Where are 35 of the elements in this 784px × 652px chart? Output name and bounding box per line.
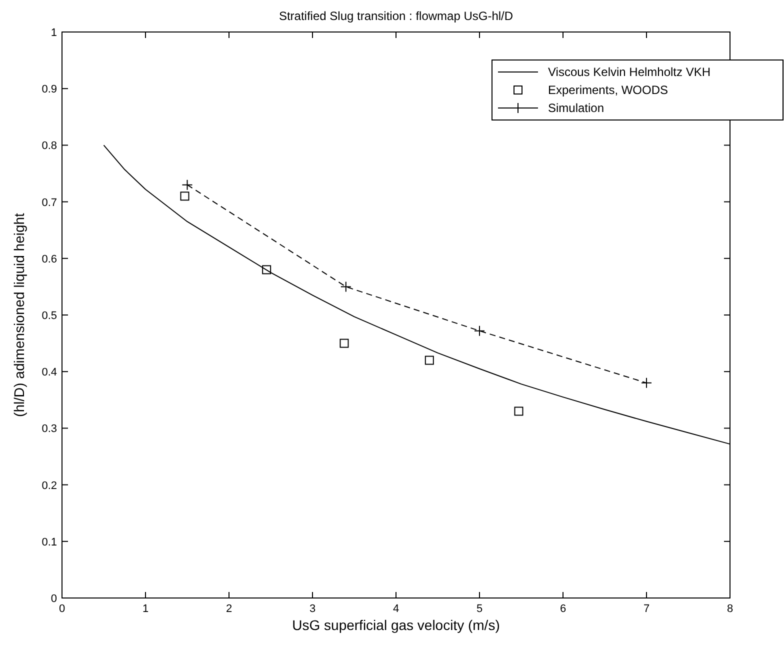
x-tick-label: 7 (643, 603, 650, 615)
legend-label: Viscous Kelvin Helmholtz VKH (548, 65, 711, 79)
y-tick-label: 0.9 (42, 84, 57, 96)
point (182, 179, 193, 190)
y-tick-label: 0.3 (42, 423, 57, 436)
y-tick-label: 0.6 (42, 253, 57, 266)
y-tick-label: 0.8 (42, 140, 57, 152)
x-tick-label: 4 (392, 603, 400, 615)
y-tick-label: 0.1 (42, 536, 57, 548)
point (262, 265, 272, 274)
x-tick-label: 5 (476, 603, 483, 615)
point (514, 406, 524, 416)
legend-label: Experiments, WOODS (548, 83, 668, 97)
y-axis-title: (hl/D) adimensioned liquid height (11, 212, 27, 417)
legend-label: Simulation (548, 101, 604, 115)
y-tick-label: 0.7 (42, 196, 57, 209)
x-axis-title: UsG superficial gas velocity (m/s) (292, 617, 500, 633)
y-tick-label: 0 (50, 593, 57, 605)
point (424, 356, 434, 365)
x-tick-label: 1 (142, 603, 149, 615)
x-tick-label: 6 (560, 603, 566, 615)
y-tick-label: 0.5 (42, 310, 57, 322)
point (641, 377, 652, 388)
y-tick-label: 0.4 (42, 366, 57, 379)
chart-title: Stratified Slug transition : flowmap UsG-hl/D (278, 9, 514, 23)
y-tick-label: 0.2 (42, 480, 57, 492)
point (474, 325, 485, 336)
x-tick-label: 2 (226, 603, 232, 615)
x-tick-label: 3 (309, 603, 316, 615)
y-tick-label: 1 (50, 27, 57, 39)
x-tick-label: 8 (726, 603, 734, 615)
point (180, 192, 190, 201)
point (340, 281, 352, 292)
point (340, 338, 349, 348)
x-tick-label: 0 (58, 603, 66, 615)
